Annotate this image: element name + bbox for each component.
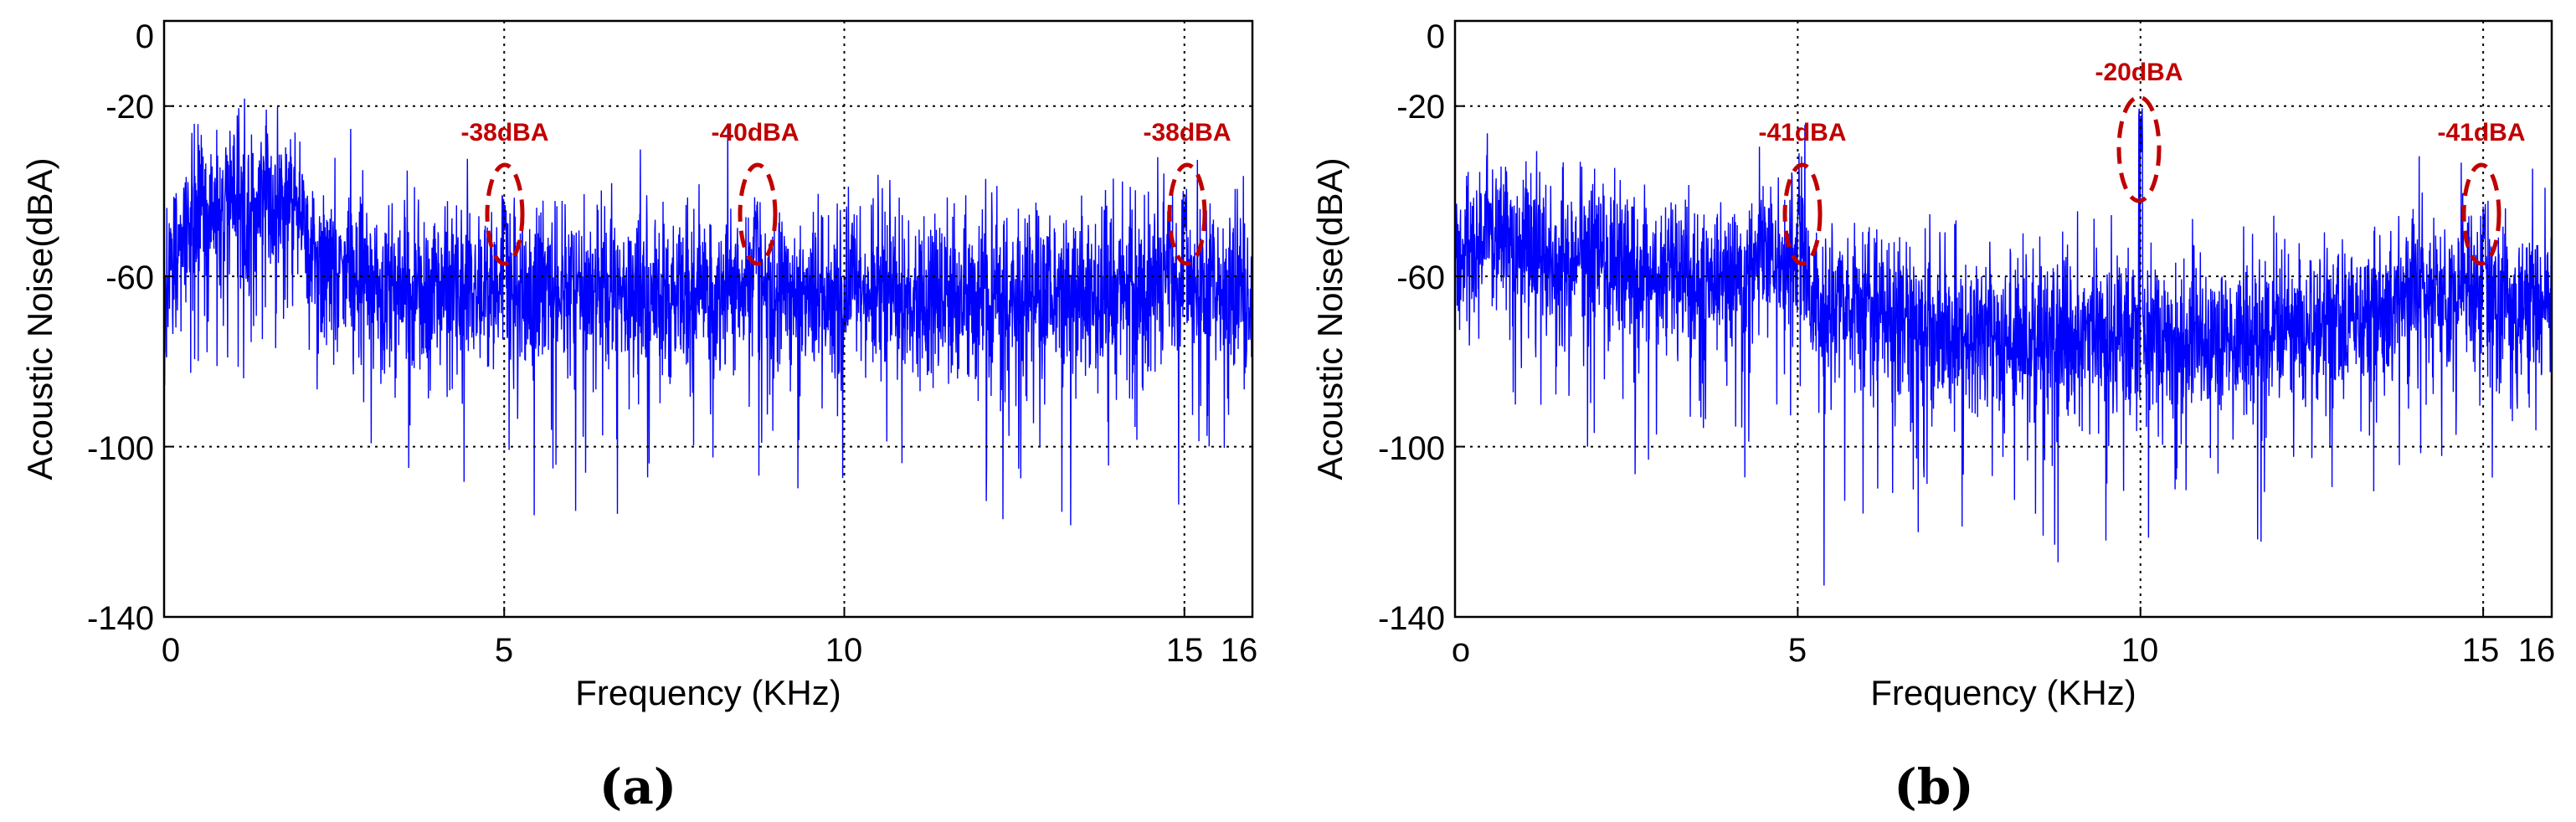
panel-b-noise-trace	[1454, 108, 2553, 586]
panel-b-annotations: -41dBA -20dBA -41dBA	[1758, 59, 2526, 266]
panel-a-annotation-label: -40dBA	[711, 119, 799, 146]
panel-a-spectrum-line	[163, 98, 1253, 526]
panel-b-x-tick-label: 10	[2121, 632, 2159, 669]
panel-b-grid	[1454, 20, 2553, 618]
panel-b-x-tick-label: o	[1452, 632, 1470, 669]
panel-b-annotation-label: -41dBA	[1758, 119, 1846, 146]
panel-b-y-tick-label: 0	[1427, 18, 1445, 55]
panel-a-x-tick-label: 5	[495, 632, 513, 669]
panel-a-y-tick-label: 0	[136, 18, 154, 55]
panel-b-y-axis-label: Acoustic Noise(dBA)	[1310, 157, 1350, 480]
panel-a-y-axis-label: Acoustic Noise(dBA)	[20, 157, 59, 480]
panel-a-noise-trace	[163, 98, 1253, 526]
panel-a: 0 5 10 15 16 0 -20 -60 -100 -140 Frequen…	[20, 18, 1257, 815]
panel-a-x-ticks: 0 5 10 15 16	[162, 632, 1257, 669]
panel-a-peak-ellipse	[738, 162, 778, 266]
panel-a-y-tick-label: -60	[105, 259, 154, 296]
panel-a-y-tick-label: -20	[105, 89, 154, 126]
panel-b: o 5 10 15 16 0 -20 -60 -100 -140 Frequen…	[1310, 18, 2555, 815]
panel-a-peak-ellipse	[1167, 162, 1207, 266]
panel-b-label: (b)	[1894, 758, 1973, 815]
panel-a-y-tick-label: -100	[87, 430, 154, 467]
panel-a-y-ticks: 0 -20 -60 -100 -140	[87, 18, 154, 637]
panel-b-spectrum-line	[1454, 108, 2553, 586]
panel-b-y-tick-label: -60	[1396, 259, 1445, 296]
panel-a-annotation-label: -38dBA	[1143, 119, 1231, 146]
panel-a-peak-ellipse	[485, 162, 525, 266]
panel-b-y-ticks: 0 -20 -60 -100 -140	[1378, 18, 1445, 637]
panel-a-y-tick-label: -140	[87, 600, 154, 637]
panel-b-annotation-label: -20dBA	[2095, 59, 2183, 86]
panel-b-peak-ellipse	[1782, 162, 1823, 266]
panel-b-y-tick-label: -140	[1378, 600, 1445, 637]
panel-b-peak-ellipse	[2461, 162, 2501, 266]
panel-b-x-ticks: o 5 10 15 16	[1452, 632, 2555, 669]
panel-a-plot-frame	[162, 19, 1254, 619]
panel-b-y-tick-label: -20	[1396, 89, 1445, 126]
panel-a-x-tick-label: 16	[1221, 632, 1258, 669]
panel-a-annotations: -38dBA -40dBA -38dBA	[460, 119, 1231, 266]
panel-a-annotation-label: -38dBA	[460, 119, 548, 146]
panel-a-label: (a)	[599, 758, 676, 815]
panel-b-plot-frame	[1453, 19, 2553, 619]
panel-a-x-tick-label: 0	[162, 632, 180, 669]
panel-a-x-tick-label: 15	[1166, 632, 1204, 669]
panel-b-x-axis-label: Frequency (KHz)	[1870, 673, 2136, 712]
panel-b-annotation-label: -41dBA	[2437, 119, 2525, 146]
panel-b-y-tick-label: -100	[1378, 430, 1445, 467]
panel-b-x-tick-label: 5	[1788, 632, 1807, 669]
panel-b-x-tick-label: 16	[2518, 632, 2556, 669]
panel-b-x-tick-label: 15	[2462, 632, 2500, 669]
panel-a-x-tick-label: 10	[825, 632, 863, 669]
panel-b-peak-ellipse	[2116, 95, 2162, 203]
panel-a-x-axis-label: Frequency (KHz)	[575, 673, 841, 712]
